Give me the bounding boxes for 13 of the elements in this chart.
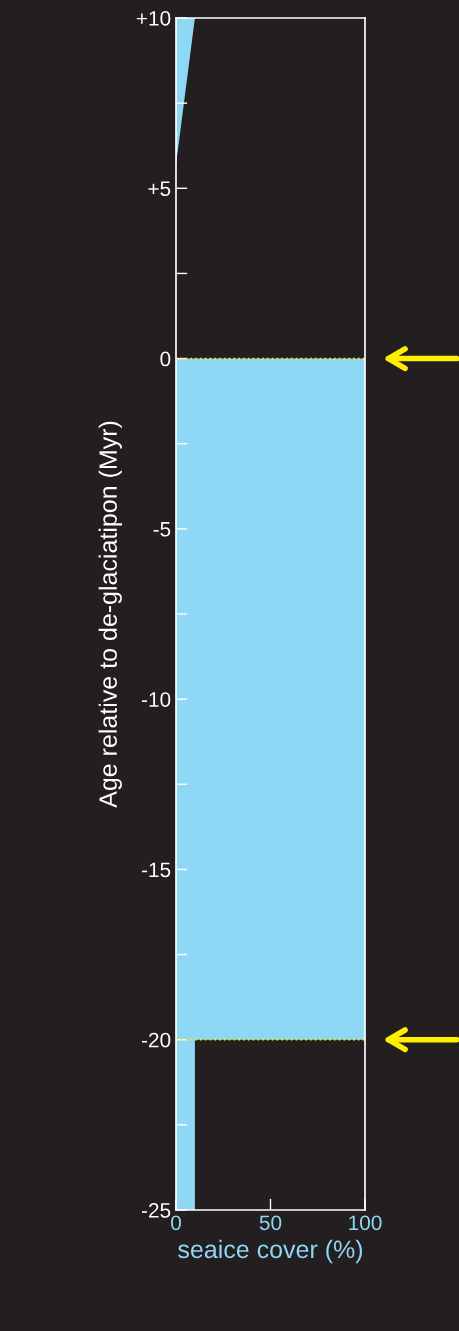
x-axis-title: seaice cover (%): [178, 1239, 363, 1264]
y-tick-label: -20: [141, 1032, 171, 1048]
y-tick-label: -25: [141, 1203, 171, 1218]
y-axis-title: Age relative to de-glaciatipon (Myr): [98, 421, 122, 808]
x-tick-label: 50: [259, 1215, 282, 1231]
x-tick-label: 100: [349, 1215, 382, 1231]
x-tick-label: 0: [171, 1215, 181, 1231]
y-tick-label: -15: [141, 862, 171, 878]
y-tick-label: 0: [160, 351, 171, 367]
y-tick-label: +10: [136, 11, 171, 26]
y-tick-label: +5: [148, 181, 171, 197]
y-tick-label: -10: [141, 692, 171, 707]
y-tick-label: -5: [153, 522, 171, 537]
